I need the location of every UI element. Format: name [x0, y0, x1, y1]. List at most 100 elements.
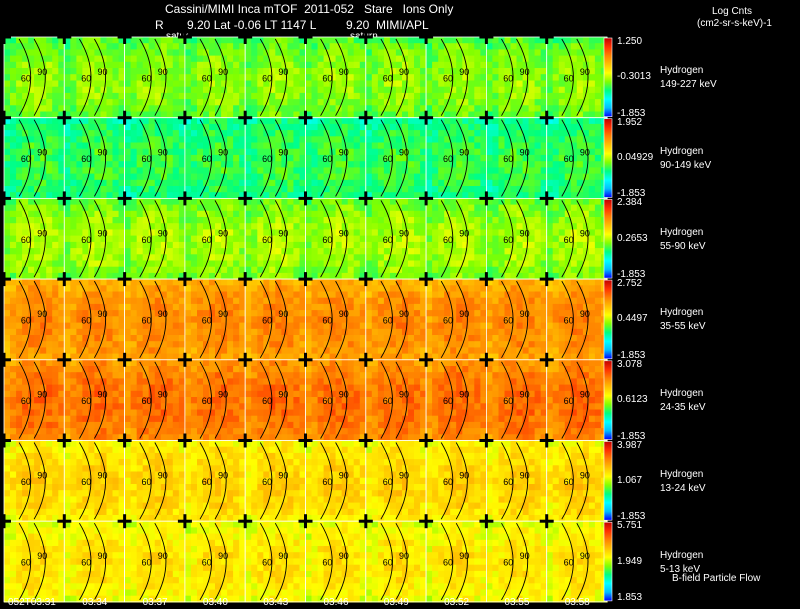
pixel	[76, 80, 83, 88]
pixel	[118, 303, 126, 311]
pixel	[4, 297, 11, 305]
pixel	[552, 99, 560, 106]
pixel	[233, 74, 240, 81]
pixel	[287, 198, 294, 206]
pixel	[438, 43, 445, 50]
pixel	[287, 279, 294, 286]
pixel	[408, 130, 415, 137]
pixel	[287, 322, 294, 330]
pixel	[546, 123, 554, 131]
pixel	[118, 341, 126, 348]
pixel	[190, 223, 198, 230]
pixel	[420, 130, 427, 137]
pixel	[130, 266, 138, 274]
pixel	[299, 285, 307, 293]
pixel	[227, 254, 234, 262]
pixel	[317, 49, 325, 57]
pixel	[588, 37, 596, 44]
pixel	[227, 285, 234, 293]
pixel	[287, 266, 294, 274]
pixel	[323, 223, 331, 230]
pixel	[136, 61, 144, 69]
pixel	[389, 167, 397, 175]
pixel	[209, 167, 216, 175]
pixel	[341, 43, 349, 50]
pixel	[257, 179, 264, 187]
pixel	[184, 92, 192, 100]
pixel	[317, 117, 325, 125]
pixel	[540, 105, 548, 113]
pixel	[420, 123, 427, 131]
pixel	[359, 229, 367, 237]
pixel	[269, 117, 276, 125]
pixel	[414, 241, 421, 249]
pixel	[299, 229, 307, 237]
pixel	[148, 117, 156, 125]
pixel	[233, 37, 240, 44]
pixel	[414, 55, 421, 63]
pixel	[263, 229, 270, 237]
pixel	[221, 154, 228, 162]
field-line-90	[335, 38, 348, 116]
field-line-90	[335, 280, 348, 359]
pixel	[46, 186, 53, 193]
pixel	[88, 303, 95, 311]
pixel	[215, 92, 222, 100]
pixel	[28, 316, 35, 324]
pixel	[10, 303, 17, 311]
pixel	[22, 117, 29, 125]
pixel	[166, 117, 174, 125]
pixel	[281, 223, 288, 230]
pixel	[365, 117, 373, 125]
pixel	[594, 136, 602, 144]
pixel	[172, 55, 180, 63]
pixel	[130, 61, 138, 69]
pixel	[347, 167, 355, 175]
pixel	[94, 74, 101, 81]
pixel	[365, 223, 373, 230]
pixel	[112, 347, 120, 355]
pixel	[52, 335, 59, 342]
pixel	[118, 260, 126, 268]
pixel	[251, 74, 258, 81]
pixel	[136, 223, 144, 230]
pixel	[468, 254, 475, 262]
pixel	[136, 241, 144, 249]
pixel	[522, 210, 530, 218]
pixel	[540, 68, 548, 75]
pixel	[329, 192, 337, 199]
pixel	[341, 111, 349, 119]
pixel	[10, 198, 17, 206]
pixel	[480, 130, 487, 137]
pixel	[389, 241, 397, 249]
pixel	[480, 161, 487, 168]
pixel	[184, 130, 192, 137]
pixel	[570, 111, 578, 119]
pixel	[359, 105, 367, 113]
pixel	[450, 223, 457, 230]
pixel	[4, 43, 11, 50]
pixel	[582, 43, 590, 50]
pixel	[172, 310, 180, 317]
pixel	[311, 310, 319, 317]
pixel	[10, 55, 17, 63]
pixel	[124, 272, 132, 280]
pixel	[468, 161, 475, 168]
pixel	[353, 192, 361, 199]
pixel	[468, 43, 475, 50]
pixel	[552, 80, 560, 88]
pixel	[588, 241, 596, 249]
pixel	[10, 266, 17, 274]
field-line-60	[501, 38, 514, 116]
pixel	[311, 99, 319, 106]
pixel	[408, 198, 415, 206]
pixel	[468, 74, 475, 81]
pixel	[22, 111, 29, 119]
pixel	[432, 235, 439, 243]
pixel	[215, 86, 222, 94]
pixel	[365, 322, 373, 330]
pixel	[70, 248, 77, 255]
pixel	[335, 92, 343, 100]
pixel	[347, 229, 355, 237]
pixel	[528, 74, 536, 81]
